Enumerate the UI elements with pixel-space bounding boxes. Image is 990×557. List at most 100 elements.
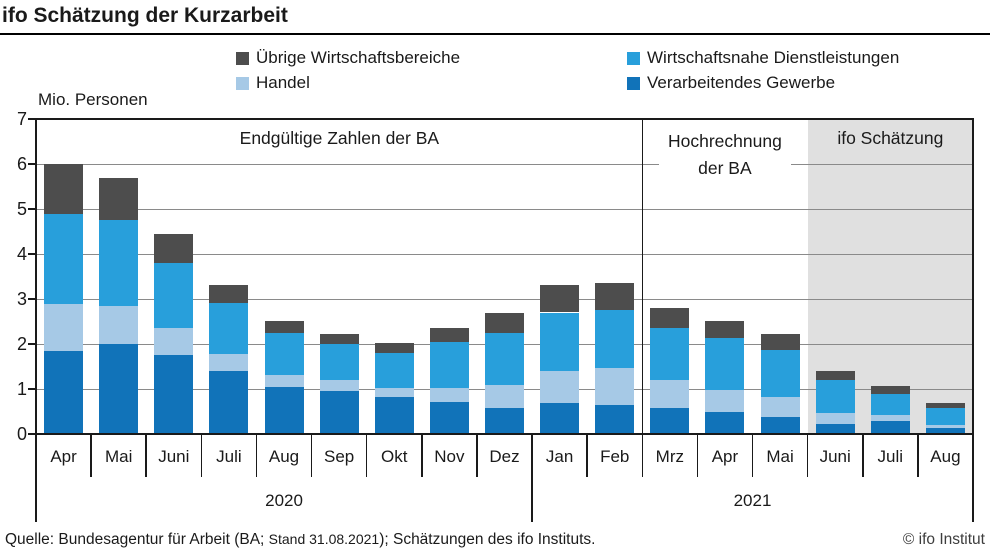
bar-segment (485, 408, 524, 434)
month-separator (255, 434, 258, 477)
month-separator (751, 434, 754, 477)
month-label: Apr (50, 447, 77, 466)
year-label: 2020 (265, 491, 303, 510)
bar-segment (99, 344, 139, 434)
y-tick-mark (28, 343, 36, 345)
month-label: Mai (766, 447, 794, 466)
gridline (36, 208, 973, 210)
year-separator (972, 434, 974, 522)
bar-segment (595, 405, 635, 434)
bar-segment (209, 353, 249, 371)
region-annotation: Endgültige Zahlen der BA (240, 128, 439, 149)
bar-segment (374, 343, 414, 353)
y-tick-label: 1 (16, 379, 27, 399)
source-prefix: Quelle: Bundesagentur für Arbeit (BA; (5, 531, 269, 548)
month-label: Juni (819, 447, 851, 466)
bar-segment (595, 282, 635, 310)
y-tick-mark (28, 163, 36, 165)
bar-segment (705, 320, 745, 339)
legend-item-dienstleistungen: Wirtschaftsnahe Dienstleistungen (627, 48, 899, 68)
bar-segment (815, 423, 855, 434)
source-stand-date: Stand 31.08.2021 (268, 531, 380, 547)
copyright-note: © ifo Institut (902, 531, 985, 548)
bar-segment (705, 338, 745, 391)
bar-segment (870, 415, 910, 422)
y-tick-mark (28, 298, 36, 300)
month-separator (200, 434, 203, 477)
bar-segment (99, 177, 139, 221)
title-rule (0, 33, 990, 35)
gridline (36, 298, 973, 300)
gridline (36, 253, 973, 255)
legend-item-verarbeitendes-gewerbe: Verarbeitendes Gewerbe (627, 73, 835, 93)
legend-swatch-verarbeitendes-gewerbe (627, 76, 640, 90)
month-separator (806, 434, 809, 477)
bar-segment (925, 407, 965, 425)
legend-swatch-handel (236, 76, 249, 90)
bar-segment (44, 164, 84, 214)
footer: Quelle: Bundesagentur für Arbeit (BA; St… (5, 531, 985, 549)
bar-segment (264, 332, 304, 375)
bar-segment (705, 390, 745, 413)
y-tick-label: 6 (16, 154, 27, 174)
bar-segment (374, 388, 414, 398)
bar-segment (760, 349, 800, 397)
bar-segment (705, 412, 745, 434)
bar-segment (540, 371, 580, 403)
region-annotation-line: Endgültige Zahlen der BA (239, 128, 440, 148)
bar-segment (429, 401, 469, 434)
bar-segment (485, 384, 524, 409)
bar-segment (429, 341, 469, 389)
bar-segment (870, 394, 910, 416)
y-tick-mark (28, 433, 36, 435)
bar-segment (209, 285, 249, 304)
month-separator (310, 434, 313, 477)
bar-segment (319, 333, 359, 345)
bar-segment (154, 355, 194, 434)
source-suffix: ); Schätzungen des ifo Instituts. (379, 531, 596, 548)
y-tick-label: 7 (16, 109, 27, 129)
chart-title: ifo Schätzung der Kurzarbeit (2, 4, 288, 27)
month-label: Dez (489, 447, 520, 466)
bar-segment (264, 320, 304, 333)
y-tick-mark (28, 388, 36, 390)
y-tick-label: 2 (16, 334, 27, 354)
source-note: Quelle: Bundesagentur für Arbeit (BA; St… (5, 531, 595, 549)
bar-segment (540, 402, 580, 434)
bar-segment (44, 350, 84, 434)
bar-segment (925, 425, 965, 429)
plot-frame-left (35, 118, 37, 434)
legend-label-uebrige: Übrige Wirtschaftsbereiche (256, 48, 461, 67)
month-label: Jan (545, 447, 574, 466)
month-label: Mai (104, 447, 133, 466)
bar-segment (209, 371, 249, 434)
month-separator (696, 434, 699, 477)
legend-swatch-dienstleistungen (627, 51, 640, 65)
region-annotation-line: ifo Schätzung (837, 128, 944, 148)
month-label: Juli (877, 447, 904, 466)
y-tick-label: 0 (16, 424, 27, 444)
bar-segment (374, 397, 414, 434)
bar-segment (760, 396, 800, 417)
y-tick-label: 3 (16, 289, 27, 309)
month-label: Apr (711, 447, 739, 466)
plot-frame-bottom (36, 433, 974, 435)
month-label: Aug (268, 447, 300, 466)
bar-segment (650, 379, 690, 409)
y-tick-label: 5 (16, 199, 27, 219)
region-annotation: ifo Schätzung (837, 128, 943, 149)
month-separator (476, 434, 478, 477)
bar-segment (319, 380, 359, 392)
bar-segment (485, 313, 524, 334)
bar-segment (264, 374, 304, 387)
legend-label-dienstleistungen: Wirtschaftsnahe Dienstleistungen (647, 48, 900, 67)
bar-segment (319, 391, 359, 434)
bar-segment (374, 353, 414, 389)
gridline (36, 163, 973, 165)
region-annotation-line: Hochrechnung (667, 131, 782, 151)
bar-segment (925, 402, 965, 408)
bar-segment (209, 303, 249, 354)
bar-segment (815, 413, 855, 424)
bar-segment (264, 386, 304, 434)
